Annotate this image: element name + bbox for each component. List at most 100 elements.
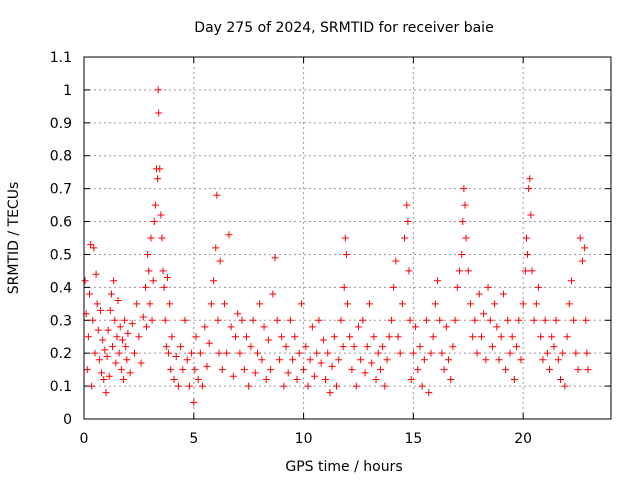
data-point [161, 316, 169, 324]
data-point [387, 316, 395, 324]
data-point [570, 316, 578, 324]
data-point [165, 349, 173, 357]
data-point [286, 316, 294, 324]
data-point [554, 356, 562, 364]
data-point [150, 218, 158, 226]
data-point [91, 349, 99, 357]
data-point [100, 376, 108, 384]
data-point [147, 234, 155, 242]
data-point [330, 333, 338, 341]
data-point [473, 349, 481, 357]
data-point [289, 356, 297, 364]
data-point [464, 267, 472, 275]
data-point [344, 300, 351, 308]
data-point [584, 366, 592, 374]
x-axis-ticks: 0 5 10 15 20 [80, 57, 532, 447]
data-point [475, 290, 483, 298]
data-point [104, 326, 112, 334]
data-point [144, 250, 152, 258]
data-point [552, 316, 560, 324]
data-point [583, 349, 591, 357]
data-point [271, 254, 279, 262]
data-point [121, 316, 129, 324]
data-point [420, 356, 428, 364]
data-point [295, 349, 303, 357]
data-point [227, 323, 235, 331]
data-point [137, 359, 145, 367]
data-point [469, 333, 477, 341]
data-point [117, 366, 125, 374]
data-point [578, 257, 586, 265]
data-point [81, 277, 89, 285]
x-tick-label: 5 [189, 431, 198, 447]
data-point [559, 349, 567, 357]
data-point [158, 234, 166, 242]
data-point [123, 356, 131, 364]
data-point [405, 267, 413, 275]
data-point [102, 389, 110, 397]
data-point [185, 382, 193, 390]
data-point [110, 277, 118, 285]
data-point [434, 277, 442, 285]
data-point [493, 323, 501, 331]
data-point [449, 343, 457, 351]
data-point [440, 366, 448, 374]
data-point [267, 366, 275, 374]
data-point [484, 283, 492, 291]
data-point [212, 244, 220, 252]
data-point [365, 300, 373, 308]
data-points [81, 86, 592, 407]
data-point [251, 369, 259, 377]
data-point [466, 300, 474, 308]
data-point [155, 109, 163, 117]
x-axis-label: GPS time / hours [285, 459, 402, 475]
data-point [333, 382, 341, 390]
data-point [572, 349, 580, 357]
data-point [406, 316, 414, 324]
data-point [218, 366, 226, 374]
data-point [148, 316, 156, 324]
data-point [313, 349, 321, 357]
data-point [115, 349, 123, 357]
y-tick-label: 1.1 [50, 50, 72, 66]
data-point [392, 257, 400, 265]
plot-frame [83, 56, 612, 420]
data-point [264, 336, 272, 344]
data-point [95, 356, 103, 364]
data-point [113, 333, 121, 341]
data-point [537, 333, 545, 341]
data-point [409, 349, 417, 357]
data-point [348, 366, 356, 374]
data-point [84, 333, 92, 341]
data-point [390, 283, 398, 291]
data-point [154, 175, 162, 183]
data-point [124, 329, 132, 337]
x-tick-label: 20 [514, 431, 532, 447]
data-point [416, 343, 424, 351]
data-point [396, 349, 404, 357]
y-tick-label: 0.8 [50, 149, 72, 165]
data-point [139, 313, 147, 321]
data-point [527, 211, 535, 219]
data-point [168, 333, 176, 341]
data-point [524, 250, 532, 258]
data-point [541, 316, 549, 324]
data-point [203, 362, 211, 370]
data-point [506, 349, 514, 357]
data-point [504, 316, 512, 324]
data-point [258, 356, 266, 364]
data-point [143, 323, 151, 331]
data-point [532, 300, 540, 308]
data-point [427, 349, 435, 357]
data-point [282, 343, 290, 351]
data-point [181, 316, 189, 324]
data-point [157, 211, 165, 219]
data-point [284, 369, 292, 377]
data-point [455, 267, 463, 275]
data-point [94, 326, 102, 334]
data-point [210, 277, 218, 285]
y-tick-label: 0.7 [50, 182, 72, 198]
data-point [581, 244, 589, 252]
data-point [418, 382, 426, 390]
data-point [156, 165, 164, 173]
